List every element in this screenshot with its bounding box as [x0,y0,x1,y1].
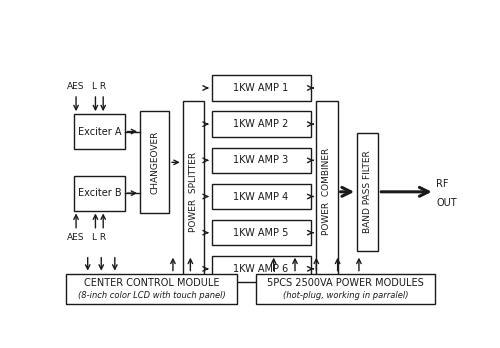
Bar [182,101,204,283]
Text: Exciter B: Exciter B [78,188,121,198]
Bar [66,274,237,304]
Text: CENTER CONTROL MODULE: CENTER CONTROL MODULE [84,278,220,288]
Text: 1KW AMP 4: 1KW AMP 4 [234,191,288,201]
Text: OUT: OUT [436,198,457,207]
Bar [212,148,310,173]
Text: (hot-plug, working in parralel): (hot-plug, working in parralel) [282,291,408,300]
Bar [256,274,434,304]
Bar [74,176,124,211]
Text: POWER  SPLITTER: POWER SPLITTER [189,152,198,232]
Bar [212,75,310,101]
Text: RF: RF [436,179,449,189]
Text: 5PCS 2500VA POWER MODULES: 5PCS 2500VA POWER MODULES [267,278,424,288]
Bar [74,114,124,149]
Bar [212,111,310,137]
Text: 1KW AMP 6: 1KW AMP 6 [234,264,288,274]
Text: POWER  COMBINER: POWER COMBINER [322,148,332,236]
Bar [140,111,169,213]
Text: BAND PASS FILTER: BAND PASS FILTER [363,150,372,233]
Text: 1KW AMP 1: 1KW AMP 1 [234,83,288,93]
Bar [212,256,310,282]
Text: AES: AES [68,234,85,242]
Text: AES: AES [68,82,85,91]
Text: L R: L R [92,234,106,242]
Text: (8-inch color LCD with touch panel): (8-inch color LCD with touch panel) [78,291,226,300]
Text: 1KW AMP 5: 1KW AMP 5 [234,228,289,238]
Text: Exciter A: Exciter A [78,127,121,136]
Text: 1KW AMP 2: 1KW AMP 2 [234,119,289,129]
Bar [212,220,310,245]
Text: 1KW AMP 3: 1KW AMP 3 [234,155,288,165]
Bar [316,101,338,283]
Bar [212,184,310,209]
Text: L R: L R [92,82,106,91]
Text: CHANGEOVER: CHANGEOVER [150,130,159,194]
Bar [357,133,378,251]
